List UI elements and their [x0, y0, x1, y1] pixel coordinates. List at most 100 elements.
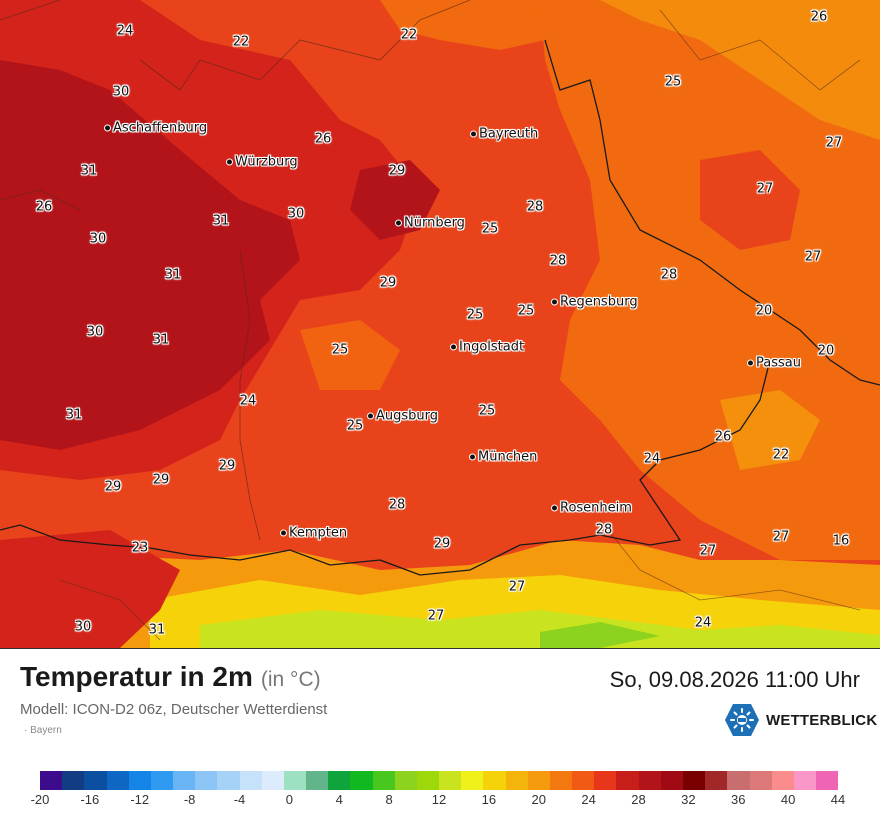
temp-value: 25: [664, 74, 682, 90]
temp-value: 29: [104, 479, 122, 495]
sun-hexagon-icon: [725, 704, 759, 736]
city-label: Würzburg: [235, 154, 298, 170]
scale-tick-label: 20: [531, 792, 546, 807]
city-marker-regensburg: Regensburg: [551, 295, 638, 310]
city-label: Ingolstadt: [459, 339, 525, 355]
city-dot-icon: [104, 124, 111, 132]
brand-name: WETTERBLICK: [766, 711, 878, 729]
scale-swatch: [483, 771, 506, 790]
temp-value: 26: [810, 9, 828, 25]
city-label: Bayreuth: [479, 126, 539, 142]
temp-value: 25: [346, 418, 364, 434]
forecast-datetime: So, 09.08.2026 11:00 Uhr: [609, 667, 860, 692]
city-marker-kempten: Kempten: [280, 526, 347, 541]
scale-swatch: [505, 771, 528, 790]
scale-swatch: [705, 771, 728, 790]
scale-swatch: [638, 771, 661, 790]
city-label: Nürnberg: [404, 215, 465, 231]
temp-value: 25: [517, 303, 535, 319]
temp-value: 25: [481, 221, 499, 237]
scale-swatch: [416, 771, 440, 790]
scale-swatch: [195, 771, 218, 790]
scale-swatch: [84, 771, 107, 790]
temp-value: 28: [660, 267, 678, 283]
city-dot-icon: [395, 219, 402, 227]
temp-value: 30: [287, 206, 305, 222]
temp-value: 24: [643, 451, 661, 467]
temp-value: 27: [756, 181, 774, 197]
city-dot-icon: [226, 158, 233, 166]
scale-tick-label: -20: [30, 792, 50, 807]
scale-tick-label: 0: [285, 792, 293, 807]
scale-swatch: [549, 771, 573, 790]
temp-value: 29: [218, 458, 236, 474]
scale-swatch: [372, 771, 395, 790]
brand-logo: WETTERBLICK: [724, 703, 877, 737]
scale-tick-label: 28: [631, 792, 646, 807]
temp-value: 29: [379, 275, 397, 291]
temp-value: 27: [772, 529, 790, 545]
scale-tick-label: 4: [335, 792, 343, 807]
city-marker-passau: Passau: [747, 356, 801, 371]
temperature-field: [0, 0, 880, 648]
temp-value: 23: [131, 540, 149, 556]
temp-value: 25: [331, 342, 349, 358]
temp-value: 30: [112, 84, 130, 100]
city-marker-aschaffenburg: Aschaffenburg: [104, 121, 207, 136]
temp-value: 24: [239, 393, 257, 409]
scale-swatch: [394, 771, 417, 790]
city-marker-bayreuth: Bayreuth: [470, 127, 538, 142]
scale-tick-label: 12: [431, 792, 447, 807]
scale-swatch: [749, 771, 772, 790]
scale-swatch: [261, 771, 284, 790]
temp-value: 22: [400, 27, 418, 43]
scale-swatch: [682, 771, 706, 790]
scale-tick-label: 36: [731, 792, 746, 807]
city-label: München: [478, 449, 538, 465]
scale-swatch: [616, 771, 639, 790]
city-marker-augsburg: Augsburg: [367, 409, 438, 424]
scale-swatch: [173, 771, 196, 790]
temp-value: 27: [508, 579, 526, 595]
city-label: Kempten: [289, 525, 348, 541]
temp-value: 31: [148, 622, 166, 638]
city-dot-icon: [551, 504, 558, 512]
scale-swatch: [328, 771, 351, 790]
scale-swatch: [306, 771, 329, 790]
city-marker-wuerzburg: Würzburg: [226, 155, 298, 170]
scale-swatch: [727, 771, 750, 790]
city-dot-icon: [747, 359, 754, 367]
temp-value: 26: [714, 429, 732, 445]
temp-value: 25: [466, 307, 484, 323]
temp-value: 27: [825, 135, 843, 151]
scale-swatch: [527, 771, 550, 790]
temp-value: 20: [817, 343, 835, 359]
scale-swatch: [40, 771, 63, 790]
scale-tick-label: 8: [385, 792, 393, 807]
scale-tick-label: -12: [130, 792, 150, 807]
temp-value: 25: [478, 403, 496, 419]
scale-swatch: [660, 771, 683, 790]
scale-swatch: [283, 771, 307, 790]
temp-value: 22: [232, 34, 250, 50]
scale-swatch: [217, 771, 240, 790]
temp-value: 31: [212, 213, 230, 229]
scale-swatch: [239, 771, 262, 790]
model-info: Modell: ICON-D2 06z, Deutscher Wetterdie…: [20, 701, 328, 718]
temp-value: 26: [314, 131, 332, 147]
temp-value: 28: [595, 522, 613, 538]
title-text: Temperatur in 2m: [20, 661, 253, 692]
temp-value: 28: [526, 199, 544, 215]
city-dot-icon: [551, 298, 558, 306]
scale-tick-label: 16: [481, 792, 497, 807]
temp-value: 31: [152, 332, 170, 348]
city-label: Aschaffenburg: [113, 120, 208, 136]
temp-value: 30: [86, 324, 104, 340]
scale-tick-label: 44: [830, 792, 846, 807]
city-label: Augsburg: [376, 408, 439, 424]
temp-value: 29: [152, 472, 170, 488]
city-label: Rosenheim: [560, 500, 632, 516]
scale-swatch: [350, 771, 373, 790]
city-label: Regensburg: [560, 294, 638, 310]
scale-tick-label: -16: [80, 792, 100, 807]
